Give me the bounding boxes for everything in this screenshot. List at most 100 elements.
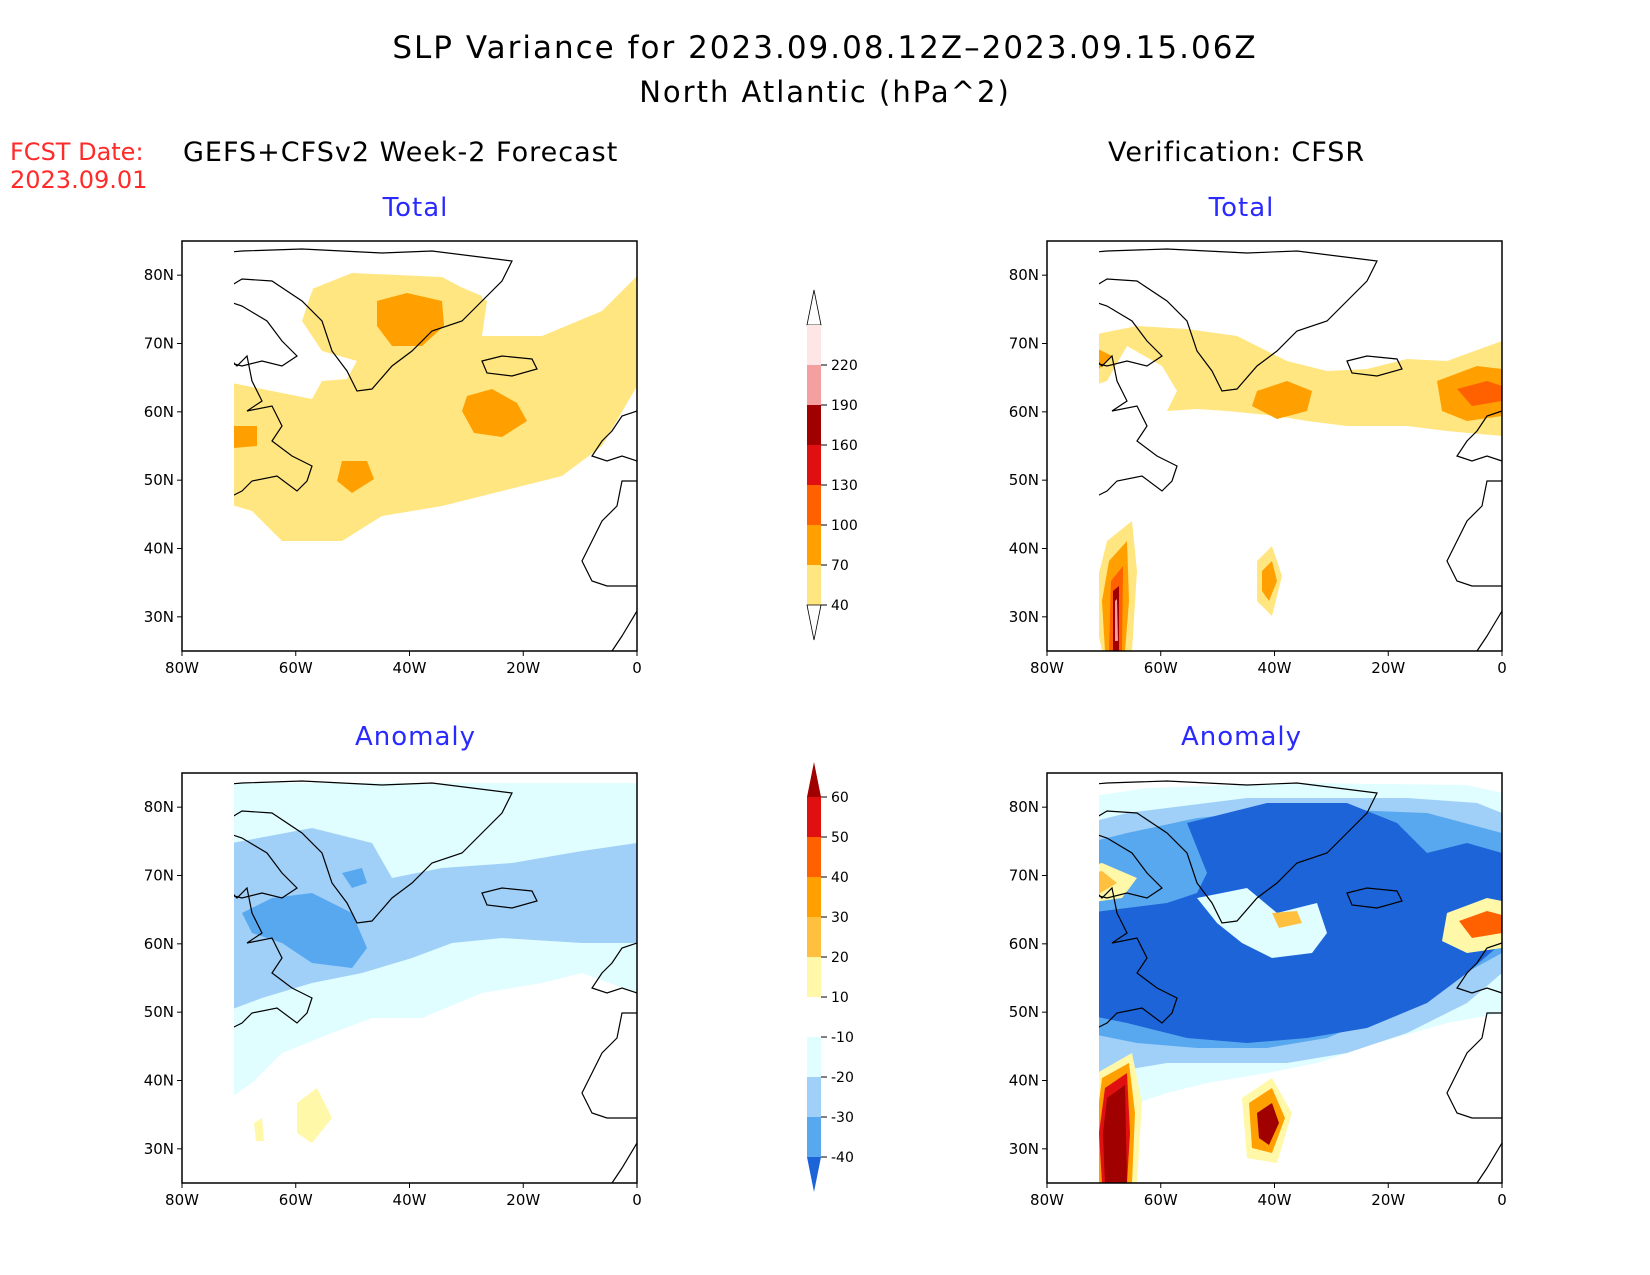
colorbar-label: 190 <box>831 398 858 414</box>
colorbar-bin <box>807 525 821 565</box>
colorbar-top-arrow <box>807 762 821 797</box>
europe-coast <box>1446 410 1503 652</box>
lat-tick-label: 80N <box>1009 798 1039 816</box>
europe-coast <box>581 942 638 1184</box>
colorbar-bin <box>807 565 821 605</box>
greenland-coast <box>1099 248 1378 392</box>
fill-70-100 <box>1099 349 1112 369</box>
chart-subtitle: North Atlantic (hPa^2) <box>639 75 1011 109</box>
colorbar-label: 50 <box>831 830 849 846</box>
fill-above-60 <box>1103 1085 1127 1183</box>
europe-coast <box>1446 942 1503 1184</box>
lat-tick-label: 40N <box>144 540 174 558</box>
lat-tick-label: 80N <box>144 798 174 816</box>
baffin-coast <box>1099 302 1163 367</box>
fill-70-100 <box>234 426 257 448</box>
lat-tick-label: 40N <box>1009 540 1039 558</box>
colorbar-label: 20 <box>831 950 849 966</box>
lon-tick-label: 40W <box>393 1191 427 1209</box>
lat-tick-label: 50N <box>144 471 174 489</box>
colorbar-label: 100 <box>831 518 858 534</box>
canada-coast <box>234 354 313 496</box>
iceland-coast <box>481 887 538 909</box>
fill-20-30 <box>1272 911 1302 928</box>
canada-coast <box>1099 354 1178 496</box>
lat-tick-label: 70N <box>144 335 174 353</box>
lon-tick-label: 80W <box>165 1191 199 1209</box>
lat-tick-labels: 80N 70N 60N 50N 40N 30N <box>144 798 182 1158</box>
lat-tick-label: 60N <box>144 403 174 421</box>
lat-tick-label: 30N <box>144 608 174 626</box>
lat-tick-label: 60N <box>144 935 174 953</box>
chart-title: SLP Variance for 2023.09.08.12Z–2023.09.… <box>392 30 1258 66</box>
fill-20-30 <box>1099 871 1117 894</box>
colorbar-label: -30 <box>831 1110 854 1126</box>
colorbar-bin <box>807 485 821 525</box>
fill-70-100 <box>377 293 444 346</box>
lat-tick-label: 30N <box>1009 608 1039 626</box>
fill-70-100 <box>462 389 527 437</box>
fill-10-20 <box>297 1088 332 1143</box>
fill-70-100 <box>337 461 374 493</box>
colorbar-bin <box>807 445 821 485</box>
fill-minus30-minus40 <box>242 893 367 968</box>
colorbar-bin <box>807 997 821 1037</box>
colorbar-label: 160 <box>831 438 858 454</box>
lon-tick-label: 20W <box>1371 659 1405 677</box>
verif-total-map: 80N 70N 60N 50N 40N 30N 80W 60W 40W 20W 0 <box>1009 240 1507 677</box>
lon-tick-labels: 80W 60W 40W 20W 0 <box>165 651 642 677</box>
verif-anomaly-map: 80N 70N 60N 50N 40N 30N 80W 60W 40W 20W 0 <box>1009 772 1507 1209</box>
lat-tick-label: 70N <box>1009 867 1039 885</box>
colorbar-bin <box>807 325 821 365</box>
verif-anomaly-title: Anomaly <box>1180 722 1303 752</box>
lon-tick-label: 60W <box>1144 1191 1178 1209</box>
lon-tick-label: 20W <box>506 1191 540 1209</box>
fcst-anomaly-title: Anomaly <box>354 722 477 752</box>
forecast-date-value: 2023.09.01 <box>10 166 148 194</box>
colorbar-bin <box>807 797 821 837</box>
lon-tick-label: 40W <box>1258 659 1292 677</box>
lat-tick-label: 70N <box>1009 335 1039 353</box>
fill-10-20 <box>254 1118 264 1141</box>
lat-tick-label: 40N <box>1009 1072 1039 1090</box>
lon-tick-label: 0 <box>1497 1191 1507 1209</box>
colorbar-label: 40 <box>831 870 849 886</box>
fcst-total-map: 80N 70N 60N 50N 40N 30N 80W 60W 40W 20W 0 <box>144 240 642 677</box>
lat-tick-label: 80N <box>144 266 174 284</box>
fill-70-100 <box>1252 381 1312 419</box>
lat-tick-label: 30N <box>144 1140 174 1158</box>
colorbar-label: -10 <box>831 1030 854 1046</box>
iceland-coast <box>1346 355 1403 377</box>
colorbar-bin <box>807 405 821 445</box>
fill-40-70 <box>1099 326 1502 436</box>
greenland-coast <box>234 780 513 924</box>
fill-minus10-minus20 <box>1197 888 1327 958</box>
lon-tick-label: 20W <box>506 659 540 677</box>
baffin-coast <box>1099 834 1163 899</box>
colorbar-bin <box>807 837 821 877</box>
lon-tick-label: 60W <box>279 1191 313 1209</box>
lon-tick-label: 80W <box>1030 1191 1064 1209</box>
colorbar-bin <box>807 877 821 917</box>
fcst-total-title: Total <box>382 193 449 223</box>
lat-tick-label: 40N <box>144 1072 174 1090</box>
lat-tick-label: 70N <box>144 867 174 885</box>
fill-70-100 <box>1262 561 1277 601</box>
fcst-anomaly-map: 80N 70N 60N 50N 40N 30N 80W 60W 40W 20W 0 <box>144 772 642 1209</box>
lat-tick-label: 50N <box>1009 471 1039 489</box>
colorbar-bin <box>807 1077 821 1117</box>
colorbar-label: 10 <box>831 990 849 1006</box>
greenland-coast <box>234 248 513 392</box>
lon-tick-label: 40W <box>1258 1191 1292 1209</box>
colorbar-label: 70 <box>831 558 849 574</box>
colorbar-top-arrow <box>806 289 822 326</box>
lon-tick-labels: 80W 60W 40W 20W 0 <box>165 1183 642 1209</box>
fill-190-220 <box>1115 599 1118 641</box>
canada-coast <box>1099 886 1178 1028</box>
lon-tick-labels: 80W 60W 40W 20W 0 <box>1030 1183 1507 1209</box>
lon-tick-label: 40W <box>393 659 427 677</box>
greenland-coast <box>1099 780 1378 924</box>
lat-tick-label: 60N <box>1009 935 1039 953</box>
lat-tick-label: 50N <box>144 1003 174 1021</box>
fill-minus30-minus40 <box>342 868 367 888</box>
